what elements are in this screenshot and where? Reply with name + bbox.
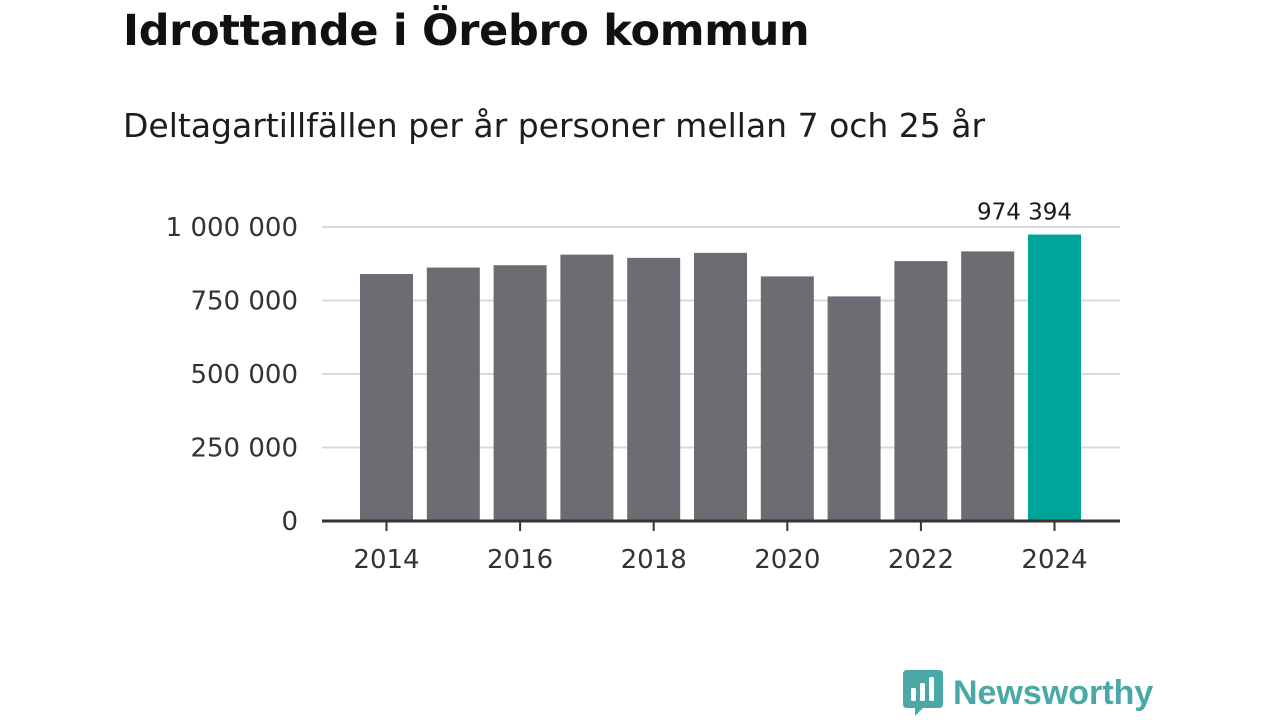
chart-subtitle: Deltagartillfällen per år personer mella…: [123, 106, 986, 145]
brand-name: Newsworthy: [953, 673, 1154, 712]
newsworthy-logo-icon: [903, 670, 943, 716]
bar-2016: [493, 265, 547, 521]
x-tick-label: 2020: [754, 545, 820, 575]
x-tick-label: 2016: [487, 545, 553, 575]
bar-2018: [627, 257, 681, 521]
bar-2021: [827, 296, 881, 521]
bar-highlight-2024: [1028, 234, 1081, 521]
chart-title: Idrottande i Örebro kommun: [123, 6, 810, 56]
bar-2019: [694, 252, 747, 521]
y-tick-label: 750 000: [190, 287, 298, 317]
bar-2022: [894, 261, 948, 521]
bar-chart: 0 250 000 500 000 750 000 1 000 000 2014 2016 2…: [166, 200, 1120, 575]
y-tick-label: 500 000: [190, 360, 298, 390]
x-tick-label: 2024: [1021, 545, 1087, 575]
bar-2014: [360, 274, 413, 521]
axes: [322, 519, 1120, 531]
y-tick-label: 0: [281, 507, 298, 537]
x-tick-label: 2014: [353, 545, 419, 575]
labels: 0 250 000 500 000 750 000 1 000 000 2014 2016 2…: [166, 200, 1088, 575]
x-tick-label: 2018: [621, 545, 687, 575]
x-tick-label: 2022: [888, 545, 954, 575]
bar-2017: [560, 254, 614, 522]
bar-2020: [760, 276, 814, 521]
y-tick-label: 250 000: [190, 434, 298, 464]
highlight-value-label: 974 394: [977, 200, 1072, 226]
bars: [360, 234, 1081, 522]
bar-2023: [961, 251, 1015, 522]
newsworthy-logo: Newsworthy: [903, 670, 1153, 716]
bar-2015: [426, 267, 480, 521]
y-tick-label: 1 000 000: [166, 213, 298, 243]
